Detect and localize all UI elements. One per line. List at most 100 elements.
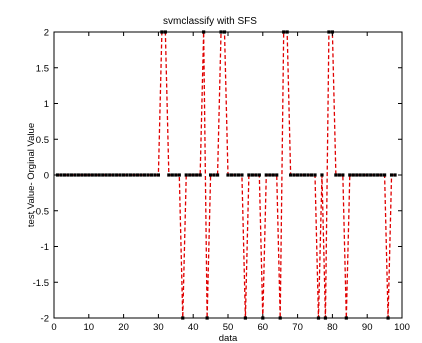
data-point <box>393 173 397 177</box>
plot-area-frame <box>53 31 403 319</box>
x-tick-label: 60 <box>258 322 269 333</box>
data-point <box>309 173 314 177</box>
data-point <box>94 173 98 177</box>
data-point <box>139 173 143 177</box>
data-point <box>87 173 91 177</box>
data-point <box>289 173 293 177</box>
y-tick-label: -0.5 <box>33 206 49 217</box>
data-point <box>250 173 254 177</box>
data-point <box>365 173 369 177</box>
data-point <box>153 173 157 177</box>
data-point <box>372 173 376 177</box>
data-point <box>73 173 77 177</box>
data-point <box>275 173 279 177</box>
data-point <box>264 173 268 177</box>
data-point <box>80 173 84 177</box>
y-tick-label: -1 <box>41 242 49 253</box>
data-point <box>268 173 272 177</box>
x-tick-label: 30 <box>153 322 164 333</box>
data-point <box>376 173 380 177</box>
x-tick-label: 90 <box>362 322 373 333</box>
data-point <box>198 173 202 177</box>
data-point <box>90 173 94 177</box>
data-point <box>215 173 220 177</box>
data-point <box>101 173 105 177</box>
data-point <box>212 173 216 177</box>
data-point <box>299 173 303 177</box>
data-point <box>149 173 154 177</box>
data-point <box>115 173 119 177</box>
data-point <box>132 173 136 177</box>
data-point <box>257 173 261 177</box>
data-point <box>240 173 244 177</box>
data-point <box>97 173 101 177</box>
data-point <box>69 173 73 177</box>
data-point <box>302 173 307 177</box>
ticks-layer: 0 10 20 30 40 50 60 70 80 90 100 -2 -1.5 -1 -0.5 0 0.5 1 1… <box>33 28 410 334</box>
data-point <box>191 173 195 177</box>
data-point <box>383 173 387 177</box>
data-point <box>337 173 341 177</box>
data-point <box>66 173 70 177</box>
data-point <box>83 173 87 177</box>
y-tick-label: -2 <box>41 314 49 325</box>
data-point <box>62 173 67 177</box>
data-point <box>170 173 174 177</box>
data-point <box>236 173 241 177</box>
data-point <box>128 173 133 177</box>
x-tick-label: 20 <box>118 322 129 333</box>
y-tick-label: 2 <box>44 28 49 39</box>
data-point <box>104 173 108 177</box>
data-point <box>355 173 359 177</box>
data-point <box>209 173 213 177</box>
data-point <box>167 173 171 177</box>
data-point <box>389 173 394 177</box>
y-tick-label: -1.5 <box>33 278 49 289</box>
data-point <box>229 173 234 177</box>
data-point <box>135 173 140 177</box>
y-tick-label: 0.5 <box>36 135 49 146</box>
data-point <box>195 173 199 177</box>
data-point <box>341 173 345 177</box>
data-point <box>233 173 237 177</box>
data-point <box>174 173 178 177</box>
y-tick-label: 0 <box>44 171 49 182</box>
data-point <box>184 173 188 177</box>
y-tick-label: 1.5 <box>36 63 49 74</box>
data-point <box>358 173 362 177</box>
data-point <box>188 173 192 177</box>
data-point <box>271 173 275 177</box>
data-point <box>59 173 63 177</box>
x-tick-label: 0 <box>51 322 56 333</box>
data-point <box>351 173 355 177</box>
x-tick-label: 40 <box>188 322 199 333</box>
x-tick-label: 100 <box>394 322 410 333</box>
data-point <box>369 173 373 177</box>
data-point <box>111 173 115 177</box>
chart-title: svmclassify with SFS <box>163 16 257 27</box>
data-point <box>296 173 300 177</box>
x-tick-label: 80 <box>327 322 338 333</box>
x-tick-label: 50 <box>223 322 234 333</box>
data-point <box>306 173 310 177</box>
y-tick-label: 1 <box>44 99 49 110</box>
data-point <box>348 173 352 177</box>
data-point <box>118 173 122 177</box>
data-point <box>76 173 80 177</box>
data-point <box>108 173 112 177</box>
y-axis-label: test Value- Orginal Value <box>26 123 37 227</box>
data-point <box>226 173 230 177</box>
data-point <box>379 173 383 177</box>
x-tick-label: 70 <box>292 322 303 333</box>
data-point <box>362 173 366 177</box>
data-point <box>122 173 126 177</box>
data-point <box>125 173 129 177</box>
data-point <box>334 173 338 177</box>
data-point <box>177 173 181 177</box>
data-point <box>292 173 296 177</box>
data-point <box>320 173 324 177</box>
data-point <box>156 173 160 177</box>
data-point <box>142 173 147 177</box>
